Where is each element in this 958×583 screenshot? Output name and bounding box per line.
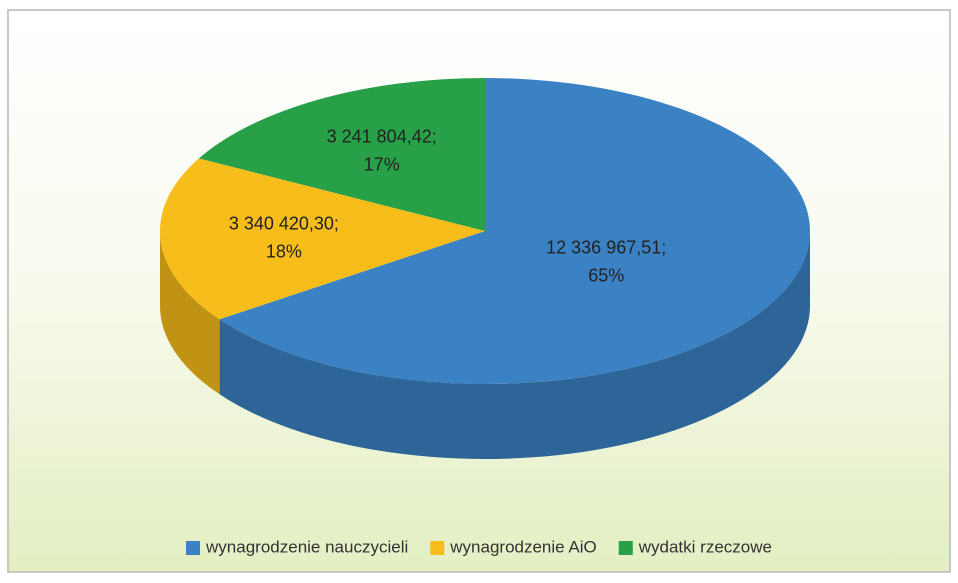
legend-swatch	[186, 541, 201, 555]
legend-item: wydatki rzeczowe	[618, 537, 772, 556]
legend-label: wydatki rzeczowe	[638, 537, 772, 556]
data-label-percent: 18%	[266, 241, 302, 261]
legend-label: wynagrodzenie nauczycieli	[205, 537, 408, 556]
data-label: 3 340 420,30;	[229, 213, 339, 233]
data-label: 3 241 804,42;	[327, 126, 437, 146]
data-label: 12 336 967,51;	[546, 237, 666, 257]
pie-slice	[159, 158, 486, 320]
data-label-percent: 17%	[364, 154, 400, 174]
data-label-percent: 65%	[588, 265, 624, 285]
pie-slice	[198, 78, 485, 231]
pie-side	[160, 231, 220, 395]
legend-swatch	[430, 541, 445, 555]
legend-item: wynagrodzenie nauczycieli	[186, 537, 408, 556]
legend-swatch	[618, 541, 633, 555]
pie-slice	[219, 78, 810, 384]
legend-label: wynagrodzenie AiO	[449, 537, 596, 556]
pie-side	[219, 231, 810, 459]
legend-item: wynagrodzenie AiO	[430, 537, 597, 556]
